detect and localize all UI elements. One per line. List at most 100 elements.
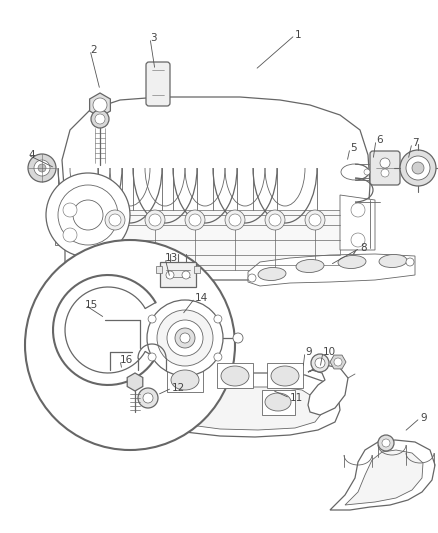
Text: 15: 15	[85, 300, 98, 310]
Polygon shape	[127, 373, 143, 391]
Text: 14: 14	[195, 293, 208, 303]
Text: 9: 9	[305, 347, 311, 357]
Circle shape	[406, 258, 414, 266]
FancyBboxPatch shape	[146, 62, 170, 106]
Circle shape	[105, 210, 125, 230]
Circle shape	[351, 233, 365, 247]
Circle shape	[381, 169, 389, 177]
Ellipse shape	[296, 260, 324, 272]
Circle shape	[91, 110, 109, 128]
Circle shape	[189, 214, 201, 226]
Circle shape	[73, 200, 103, 230]
Circle shape	[311, 354, 329, 372]
Circle shape	[28, 154, 56, 182]
Circle shape	[229, 214, 241, 226]
Polygon shape	[217, 363, 253, 388]
Polygon shape	[167, 367, 203, 392]
Circle shape	[109, 214, 121, 226]
Circle shape	[334, 358, 342, 366]
Circle shape	[351, 203, 365, 217]
Polygon shape	[345, 450, 423, 505]
Polygon shape	[330, 355, 346, 369]
Circle shape	[147, 300, 223, 376]
Circle shape	[46, 173, 130, 257]
Circle shape	[38, 164, 46, 172]
Ellipse shape	[379, 254, 407, 268]
Text: 6: 6	[376, 135, 383, 145]
Circle shape	[412, 162, 424, 174]
Circle shape	[315, 358, 325, 368]
Circle shape	[167, 320, 203, 356]
Text: 8: 8	[360, 243, 367, 253]
Text: 2: 2	[90, 45, 97, 55]
Ellipse shape	[271, 366, 299, 386]
Circle shape	[182, 271, 190, 279]
Circle shape	[214, 353, 222, 361]
Polygon shape	[62, 97, 370, 280]
Ellipse shape	[221, 366, 249, 386]
Polygon shape	[90, 93, 110, 117]
Circle shape	[34, 160, 50, 176]
Circle shape	[309, 214, 321, 226]
FancyBboxPatch shape	[370, 151, 400, 185]
Circle shape	[265, 210, 285, 230]
Ellipse shape	[265, 393, 291, 411]
Circle shape	[63, 228, 77, 242]
Circle shape	[175, 328, 195, 348]
Text: 1: 1	[295, 30, 302, 40]
Polygon shape	[340, 195, 375, 250]
Text: 4: 4	[28, 150, 35, 160]
Polygon shape	[148, 373, 340, 437]
Ellipse shape	[171, 370, 199, 390]
Polygon shape	[100, 210, 340, 270]
Circle shape	[305, 210, 325, 230]
Circle shape	[25, 240, 235, 450]
Polygon shape	[262, 390, 295, 415]
Polygon shape	[165, 387, 322, 430]
Circle shape	[378, 435, 394, 451]
Circle shape	[166, 271, 174, 279]
Circle shape	[400, 150, 436, 186]
Polygon shape	[156, 266, 162, 273]
Circle shape	[145, 210, 165, 230]
Polygon shape	[160, 262, 196, 287]
Text: 16: 16	[120, 355, 133, 365]
Circle shape	[180, 333, 190, 343]
Polygon shape	[55, 195, 95, 245]
Text: 10: 10	[323, 347, 336, 357]
Circle shape	[143, 393, 153, 403]
Circle shape	[185, 210, 205, 230]
Circle shape	[214, 315, 222, 323]
Text: 11: 11	[290, 393, 303, 403]
Polygon shape	[308, 365, 348, 415]
Circle shape	[406, 156, 430, 180]
Circle shape	[58, 185, 118, 245]
Circle shape	[233, 333, 243, 343]
Circle shape	[95, 114, 105, 124]
Circle shape	[148, 315, 156, 323]
Text: 12: 12	[172, 383, 185, 393]
Polygon shape	[248, 254, 415, 286]
Polygon shape	[330, 440, 435, 510]
Circle shape	[148, 353, 156, 361]
Text: 9: 9	[420, 413, 427, 423]
Circle shape	[157, 310, 213, 366]
Circle shape	[382, 439, 390, 447]
Circle shape	[63, 203, 77, 217]
Circle shape	[269, 214, 281, 226]
Ellipse shape	[338, 255, 366, 269]
Circle shape	[225, 210, 245, 230]
Circle shape	[93, 98, 107, 112]
Ellipse shape	[258, 268, 286, 280]
Polygon shape	[194, 266, 200, 273]
Circle shape	[138, 388, 158, 408]
Polygon shape	[267, 363, 303, 388]
Text: 5: 5	[350, 143, 357, 153]
Text: 7: 7	[412, 138, 419, 148]
Circle shape	[248, 274, 256, 282]
Text: 3: 3	[150, 33, 157, 43]
Text: 13: 13	[165, 253, 178, 263]
Circle shape	[380, 158, 390, 168]
Circle shape	[364, 169, 370, 175]
Circle shape	[149, 214, 161, 226]
